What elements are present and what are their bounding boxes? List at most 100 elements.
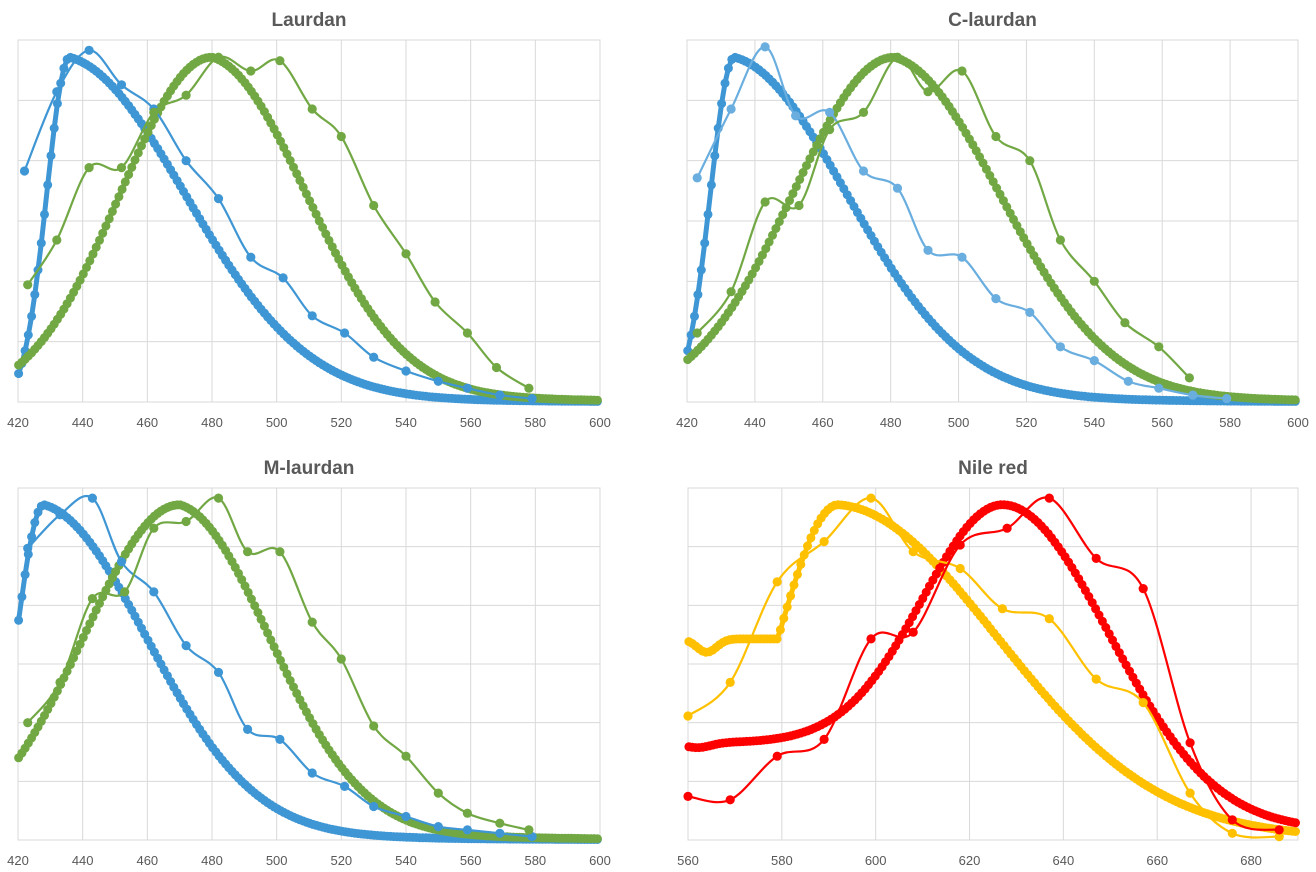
data-point xyxy=(495,390,505,400)
data-point xyxy=(462,328,472,338)
data-point xyxy=(279,662,289,672)
data-point xyxy=(690,311,699,321)
data-point xyxy=(246,594,256,604)
data-point xyxy=(133,148,143,158)
data-point xyxy=(307,104,317,114)
data-point xyxy=(307,617,317,627)
data-point xyxy=(527,394,537,404)
data-point xyxy=(91,605,101,615)
data-point xyxy=(1138,698,1148,708)
data-point xyxy=(30,518,40,527)
data-point xyxy=(991,294,1001,304)
data-point xyxy=(786,591,796,601)
x-tick-label: 660 xyxy=(1146,853,1168,868)
data-point xyxy=(213,52,224,62)
x-tick-label: 480 xyxy=(880,415,902,430)
data-point xyxy=(726,287,736,297)
data-point xyxy=(336,654,346,664)
data-point xyxy=(819,734,829,745)
data-point xyxy=(781,203,791,213)
data-point xyxy=(768,230,777,240)
data-point xyxy=(703,209,713,219)
data-point xyxy=(55,677,65,688)
x-tick-label: 460 xyxy=(812,415,834,430)
data-point xyxy=(20,570,30,580)
data-point xyxy=(87,493,97,503)
data-point xyxy=(23,330,33,340)
data-point xyxy=(683,711,693,721)
data-point xyxy=(85,256,95,266)
data-point xyxy=(1091,553,1101,564)
data-point xyxy=(819,537,829,547)
data-point xyxy=(137,141,146,151)
data-point xyxy=(1154,383,1164,393)
data-point xyxy=(1291,827,1300,836)
data-point xyxy=(52,87,62,97)
data-point xyxy=(791,111,801,121)
data-point xyxy=(98,228,108,238)
data-point xyxy=(87,594,97,604)
x-tick-label: 520 xyxy=(330,415,352,430)
data-point xyxy=(808,147,818,157)
data-point xyxy=(301,189,311,199)
data-point xyxy=(782,602,792,612)
data-point xyxy=(892,52,903,62)
data-point xyxy=(795,175,805,184)
x-tick-label: 460 xyxy=(136,415,158,430)
series-line-smooth-green xyxy=(16,502,598,842)
x-tick-label: 480 xyxy=(201,415,223,430)
data-point xyxy=(433,376,443,386)
data-point xyxy=(491,362,502,373)
data-point xyxy=(433,788,443,798)
data-point xyxy=(802,161,811,171)
data-point xyxy=(78,632,88,642)
data-point xyxy=(1185,738,1195,748)
data-point xyxy=(772,751,782,761)
x-tick-label: 600 xyxy=(1287,415,1309,430)
data-point xyxy=(1089,276,1099,286)
data-point xyxy=(401,366,411,376)
data-point xyxy=(253,608,263,617)
series-line-smooth-blue xyxy=(16,502,598,842)
data-point xyxy=(892,183,903,193)
data-point xyxy=(246,252,256,262)
data-point xyxy=(55,510,65,520)
data-point xyxy=(120,177,130,187)
data-point xyxy=(495,828,505,838)
data-point xyxy=(779,613,789,623)
data-point xyxy=(307,768,317,778)
data-point xyxy=(997,604,1008,614)
data-point xyxy=(285,156,295,165)
data-point xyxy=(866,634,876,644)
data-point xyxy=(23,718,33,728)
data-point xyxy=(785,196,794,206)
x-tick-label: 600 xyxy=(589,415,611,430)
x-tick-label: 580 xyxy=(524,853,546,868)
data-point xyxy=(710,151,720,161)
data-point xyxy=(49,123,59,133)
data-point xyxy=(592,395,602,405)
data-point xyxy=(955,540,965,550)
data-point xyxy=(88,249,98,259)
x-tick-label: 500 xyxy=(266,415,288,430)
data-point xyxy=(957,66,967,76)
data-point xyxy=(683,791,693,802)
data-point xyxy=(30,290,40,300)
chart-panel-1: C-laurdan 420 440 460 480 500 520 540 560 580 600 xyxy=(676,10,1309,430)
data-point xyxy=(266,635,276,645)
data-point xyxy=(720,78,730,88)
data-point xyxy=(275,56,285,66)
data-point xyxy=(908,627,918,637)
chart-panel-2: M-laurdan 420 440 460 480 500 520 540 560 580 600 xyxy=(7,458,611,868)
x-tick-label: 500 xyxy=(266,853,288,868)
data-point xyxy=(52,235,62,245)
data-point xyxy=(725,795,735,805)
data-point xyxy=(27,311,37,321)
data-point xyxy=(311,209,321,219)
data-point xyxy=(46,151,56,161)
data-point xyxy=(700,238,710,248)
data-point xyxy=(250,601,260,611)
data-point xyxy=(369,352,379,362)
series-line-measured-green xyxy=(696,56,1191,379)
